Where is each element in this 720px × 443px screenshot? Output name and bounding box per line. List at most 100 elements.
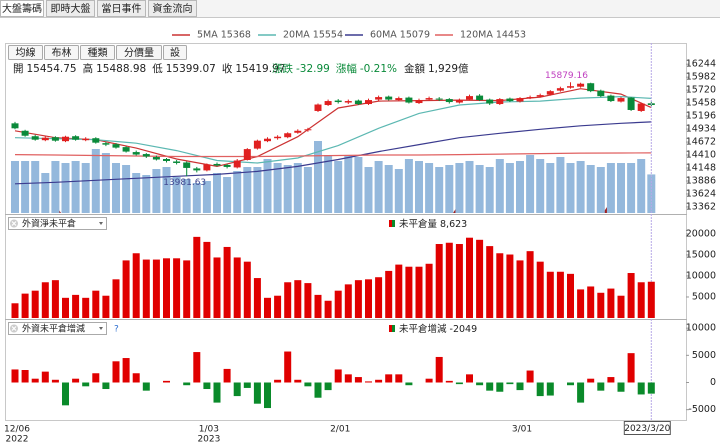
candle-body — [405, 97, 413, 103]
volume-bar — [112, 163, 120, 213]
bar — [294, 280, 302, 318]
bar — [536, 382, 544, 397]
toolbar-button[interactable] — [8, 45, 43, 60]
info-part: 1,929億 — [428, 62, 469, 75]
bar — [102, 382, 110, 390]
bar — [385, 374, 393, 383]
info-part: 15454.75 — [27, 63, 77, 75]
bar — [536, 261, 544, 318]
bar — [597, 382, 605, 391]
y-tick-label: 13886 — [686, 176, 716, 187]
bar — [233, 382, 241, 397]
x-year-label: 2022 — [6, 435, 29, 443]
bar — [51, 379, 59, 383]
bar — [567, 273, 574, 318]
x-year-label: 2023 — [197, 435, 220, 443]
info-part: -32.99 — [296, 63, 330, 75]
bar — [122, 260, 130, 318]
bar — [587, 286, 595, 318]
bar — [617, 295, 625, 318]
candle-body — [304, 129, 312, 131]
y-tick-label: 14148 — [686, 163, 716, 174]
volume-bar — [182, 179, 191, 213]
candle-body — [354, 100, 362, 105]
volume-bar — [21, 161, 30, 213]
toolbar-button[interactable] — [44, 45, 79, 60]
bar — [556, 271, 564, 318]
bar — [647, 281, 655, 318]
bar — [253, 382, 261, 404]
toolbar-button-label[interactable]: 種類 — [88, 46, 108, 59]
toolbar-button-label[interactable]: 設 — [170, 46, 180, 59]
bar — [31, 290, 39, 318]
candle-body — [31, 136, 39, 140]
indicator-title[interactable]: 外資淨未平倉 — [22, 218, 76, 230]
help-icon[interactable]: ? — [114, 325, 119, 335]
volume-bar — [223, 177, 232, 213]
volume-bar — [152, 169, 161, 213]
indicator-title[interactable]: 外資未平倉增減 — [22, 323, 85, 335]
volume-bar — [293, 163, 302, 213]
indicator-select[interactable] — [8, 322, 107, 335]
candle-body — [264, 138, 271, 142]
bar — [466, 374, 473, 383]
candle-body — [163, 159, 170, 161]
y-tick-label: 13624 — [686, 188, 716, 199]
candle-body — [112, 144, 120, 148]
toolbar-button-label[interactable]: 均線 — [16, 46, 36, 59]
bar — [72, 378, 80, 383]
volume-bar — [71, 161, 80, 213]
bar — [21, 293, 29, 318]
candle-body — [92, 138, 100, 143]
dropdown-arrow — [99, 222, 103, 225]
bar — [324, 382, 332, 391]
toolbar-button[interactable] — [80, 45, 115, 60]
volume-bar — [263, 159, 272, 213]
tab[interactable] — [148, 0, 197, 17]
tab[interactable] — [97, 0, 146, 17]
candle-body — [274, 136, 282, 139]
indicator-select[interactable] — [8, 217, 107, 230]
tab-label[interactable]: 資金流向 — [153, 2, 193, 15]
tab-label[interactable]: 當日事件 — [102, 2, 142, 15]
tab-label[interactable]: 大盤籌碼 — [2, 2, 42, 15]
bar — [365, 279, 372, 318]
candle-body — [51, 137, 59, 141]
bar — [51, 280, 59, 318]
bar — [163, 380, 170, 383]
candle-body — [395, 98, 403, 101]
tab-label[interactable]: 即時大盤 — [51, 2, 91, 15]
tab[interactable] — [46, 0, 95, 17]
volume-bar — [273, 163, 282, 213]
bar — [72, 294, 80, 318]
bar — [597, 292, 605, 318]
volume-bar — [303, 167, 312, 213]
volume-bar — [394, 169, 403, 213]
y-tick-label: 16244 — [686, 59, 716, 70]
toolbar-button[interactable] — [163, 45, 187, 60]
bar — [425, 263, 433, 318]
tab[interactable] — [0, 0, 44, 17]
toolbar-button-label[interactable]: 分價量 — [124, 46, 154, 59]
bar — [365, 381, 372, 383]
volume-bar — [465, 161, 474, 213]
bar — [264, 382, 271, 409]
bar — [486, 382, 494, 391]
toolbar-button-label[interactable]: 布林 — [52, 46, 72, 59]
volume-bar — [505, 163, 514, 213]
volume-bar — [11, 161, 19, 213]
bar — [193, 236, 201, 318]
candle-body — [193, 168, 201, 171]
candle-body — [82, 138, 90, 141]
volume-bar — [91, 149, 100, 213]
close-icon-cross — [11, 221, 17, 226]
bar — [92, 373, 100, 383]
volume-bar — [364, 167, 373, 213]
y-tick-label: 14934 — [686, 124, 716, 135]
bar — [445, 380, 453, 383]
bar — [253, 278, 261, 318]
toolbar-button[interactable] — [116, 45, 162, 60]
bar — [304, 283, 312, 318]
candle-body — [466, 96, 473, 100]
bar — [82, 297, 90, 318]
